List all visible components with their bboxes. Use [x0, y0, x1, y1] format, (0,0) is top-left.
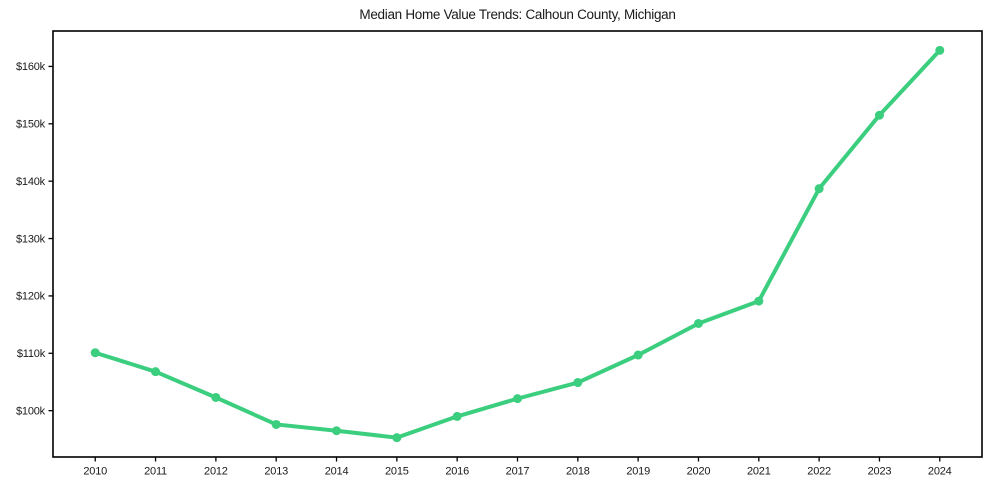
trend-line — [93, 48, 942, 440]
x-tick-label: 2020 — [687, 466, 711, 478]
data-point-2016 — [452, 411, 462, 421]
axes-spines — [52, 30, 983, 458]
data-point-2012 — [211, 392, 221, 402]
x-tick-label: 2022 — [807, 466, 831, 478]
x-tick-label: 2016 — [445, 466, 469, 478]
x-tick-label: 2021 — [747, 466, 771, 478]
x-tick-label: 2011 — [144, 466, 167, 478]
x-tick-label: 2015 — [385, 466, 409, 478]
data-point-2010 — [90, 348, 100, 358]
data-point-2015 — [392, 433, 402, 443]
data-point-2018 — [573, 378, 583, 388]
x-tick-label: 2023 — [868, 466, 892, 478]
y-tick-label: $130k — [16, 233, 46, 245]
data-point-2022 — [814, 184, 824, 194]
x-tick-label: 2012 — [204, 466, 228, 478]
data-point-2020 — [693, 318, 703, 328]
data-point-2014 — [332, 426, 342, 436]
y-tick-label: $100k — [16, 405, 46, 417]
data-point-2024 — [935, 45, 945, 55]
data-point-2013 — [271, 419, 281, 429]
y-tick-label: $150k — [16, 119, 46, 131]
x-tick-label: 2013 — [264, 466, 288, 478]
data-point-2019 — [633, 350, 643, 360]
x-tick-label: 2024 — [928, 466, 952, 478]
data-point-2021 — [754, 296, 764, 306]
y-tick-label: $140k — [16, 176, 46, 188]
y-tick-label: $160k — [16, 61, 46, 73]
data-point-2017 — [513, 394, 522, 404]
x-tick-label: 2014 — [325, 466, 349, 478]
chart-title: Median Home Value Trends: Calhoun County… — [359, 7, 676, 22]
y-tick-label: $110k — [17, 348, 46, 360]
data-point-2011 — [151, 367, 161, 377]
x-tick-label: 2010 — [83, 466, 107, 478]
y-tick-label: $120k — [16, 291, 46, 303]
data-point-2023 — [874, 110, 884, 120]
x-tick-label: 2017 — [506, 466, 530, 478]
x-tick-label: 2018 — [566, 466, 590, 478]
x-tick-label: 2019 — [626, 466, 650, 478]
